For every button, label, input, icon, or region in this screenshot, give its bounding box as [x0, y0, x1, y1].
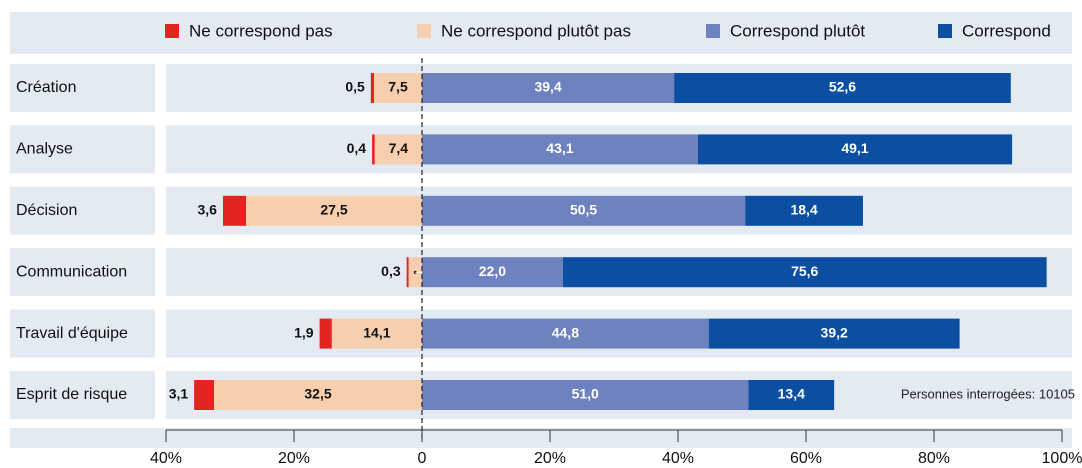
value-label: 0,4 — [347, 140, 367, 156]
value-label: 7,4 — [389, 140, 409, 156]
bar-segment — [320, 319, 332, 349]
value-label: 49,1 — [841, 140, 868, 156]
value-label: 7,5 — [388, 79, 408, 95]
value-label: 39,4 — [534, 79, 561, 95]
category-label: Travail d'équipe — [16, 325, 128, 342]
chart: Personnes interrogées: 10105 Ne correspo… — [0, 0, 1082, 468]
x-tick-label: 20% — [278, 450, 310, 467]
category-label: Communication — [16, 263, 127, 280]
value-label: 13,4 — [778, 386, 805, 402]
value-label: 39,2 — [821, 324, 848, 340]
bar-segment — [194, 380, 214, 410]
legend-swatch — [417, 24, 431, 38]
legend-label: Correspond — [962, 21, 1051, 40]
x-tick-label: 0 — [418, 450, 427, 467]
value-label: 18,4 — [790, 202, 817, 218]
category-label: Création — [16, 79, 76, 96]
x-tick-label: 20% — [534, 450, 566, 467]
value-label: 51,0 — [572, 386, 599, 402]
category-label: Décision — [16, 202, 77, 219]
legend-swatch — [706, 24, 720, 38]
value-label: 1,9 — [294, 324, 314, 340]
legend-swatch — [938, 24, 952, 38]
value-label: 22,0 — [479, 263, 506, 279]
legend-label: Ne correspond plutôt pas — [441, 21, 631, 40]
value-label: 27,5 — [320, 202, 347, 218]
axis-band — [10, 428, 1072, 448]
category-label: Esprit de risque — [16, 386, 127, 403]
value-label: 3,6 — [197, 202, 217, 218]
legend-swatch — [165, 24, 179, 38]
value-label: 75,6 — [791, 263, 818, 279]
value-label: 0,3 — [381, 263, 401, 279]
value-label: 44,8 — [552, 324, 579, 340]
x-tick-label: 60% — [790, 450, 822, 467]
annotation: Personnes interrogées: 10105 — [901, 386, 1075, 401]
value-label: 32,5 — [304, 386, 331, 402]
legend-label: Ne correspond pas — [189, 21, 333, 40]
x-tick-label: 80% — [918, 450, 950, 467]
x-tick-label: 40% — [150, 450, 182, 467]
value-label: 14,1 — [363, 324, 390, 340]
value-label: 52,6 — [829, 79, 856, 95]
value-label: 50,5 — [570, 202, 597, 218]
x-tick-label: 40% — [662, 450, 694, 467]
bar-segment — [223, 196, 246, 226]
category-label: Analyse — [16, 141, 73, 158]
bar-segment — [371, 73, 374, 103]
value-label: 0,5 — [345, 79, 365, 95]
legend-label: Correspond plutôt — [730, 21, 865, 40]
value-label: 43,1 — [546, 140, 573, 156]
x-tick-label: 100% — [1042, 450, 1082, 467]
value-label: 3,1 — [169, 386, 189, 402]
bar-segment — [407, 257, 409, 287]
bar-segment — [372, 134, 375, 164]
